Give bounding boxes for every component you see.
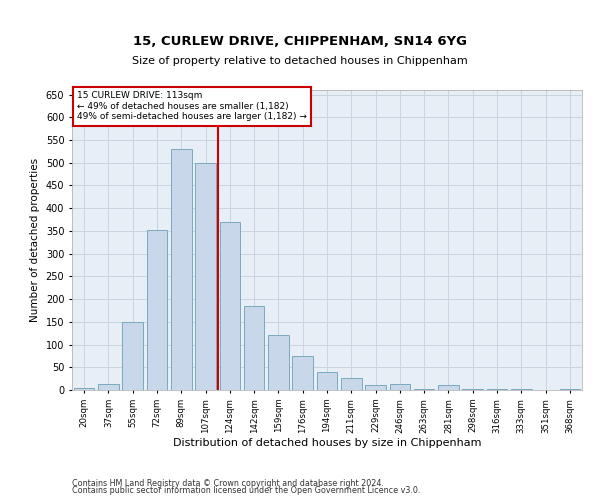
Bar bbox=[122, 322, 143, 390]
Bar bbox=[365, 386, 386, 390]
Bar bbox=[463, 389, 483, 390]
Bar bbox=[341, 378, 362, 390]
Bar bbox=[414, 389, 434, 390]
Y-axis label: Number of detached properties: Number of detached properties bbox=[30, 158, 40, 322]
Bar bbox=[487, 389, 508, 390]
Bar bbox=[268, 334, 289, 390]
Bar bbox=[171, 149, 191, 390]
Bar bbox=[195, 162, 216, 390]
Bar bbox=[317, 372, 337, 390]
Bar bbox=[389, 384, 410, 390]
X-axis label: Distribution of detached houses by size in Chippenham: Distribution of detached houses by size … bbox=[173, 438, 481, 448]
Bar bbox=[560, 388, 580, 390]
Text: 15, CURLEW DRIVE, CHIPPENHAM, SN14 6YG: 15, CURLEW DRIVE, CHIPPENHAM, SN14 6YG bbox=[133, 34, 467, 48]
Text: Contains public sector information licensed under the Open Government Licence v3: Contains public sector information licen… bbox=[72, 486, 421, 495]
Text: Size of property relative to detached houses in Chippenham: Size of property relative to detached ho… bbox=[132, 56, 468, 66]
Bar bbox=[146, 230, 167, 390]
Bar bbox=[74, 388, 94, 390]
Bar bbox=[292, 356, 313, 390]
Text: 15 CURLEW DRIVE: 113sqm
← 49% of detached houses are smaller (1,182)
49% of semi: 15 CURLEW DRIVE: 113sqm ← 49% of detache… bbox=[77, 92, 307, 122]
Bar bbox=[438, 386, 459, 390]
Bar bbox=[98, 384, 119, 390]
Bar bbox=[244, 306, 265, 390]
Text: Contains HM Land Registry data © Crown copyright and database right 2024.: Contains HM Land Registry data © Crown c… bbox=[72, 478, 384, 488]
Bar bbox=[220, 222, 240, 390]
Bar bbox=[511, 388, 532, 390]
